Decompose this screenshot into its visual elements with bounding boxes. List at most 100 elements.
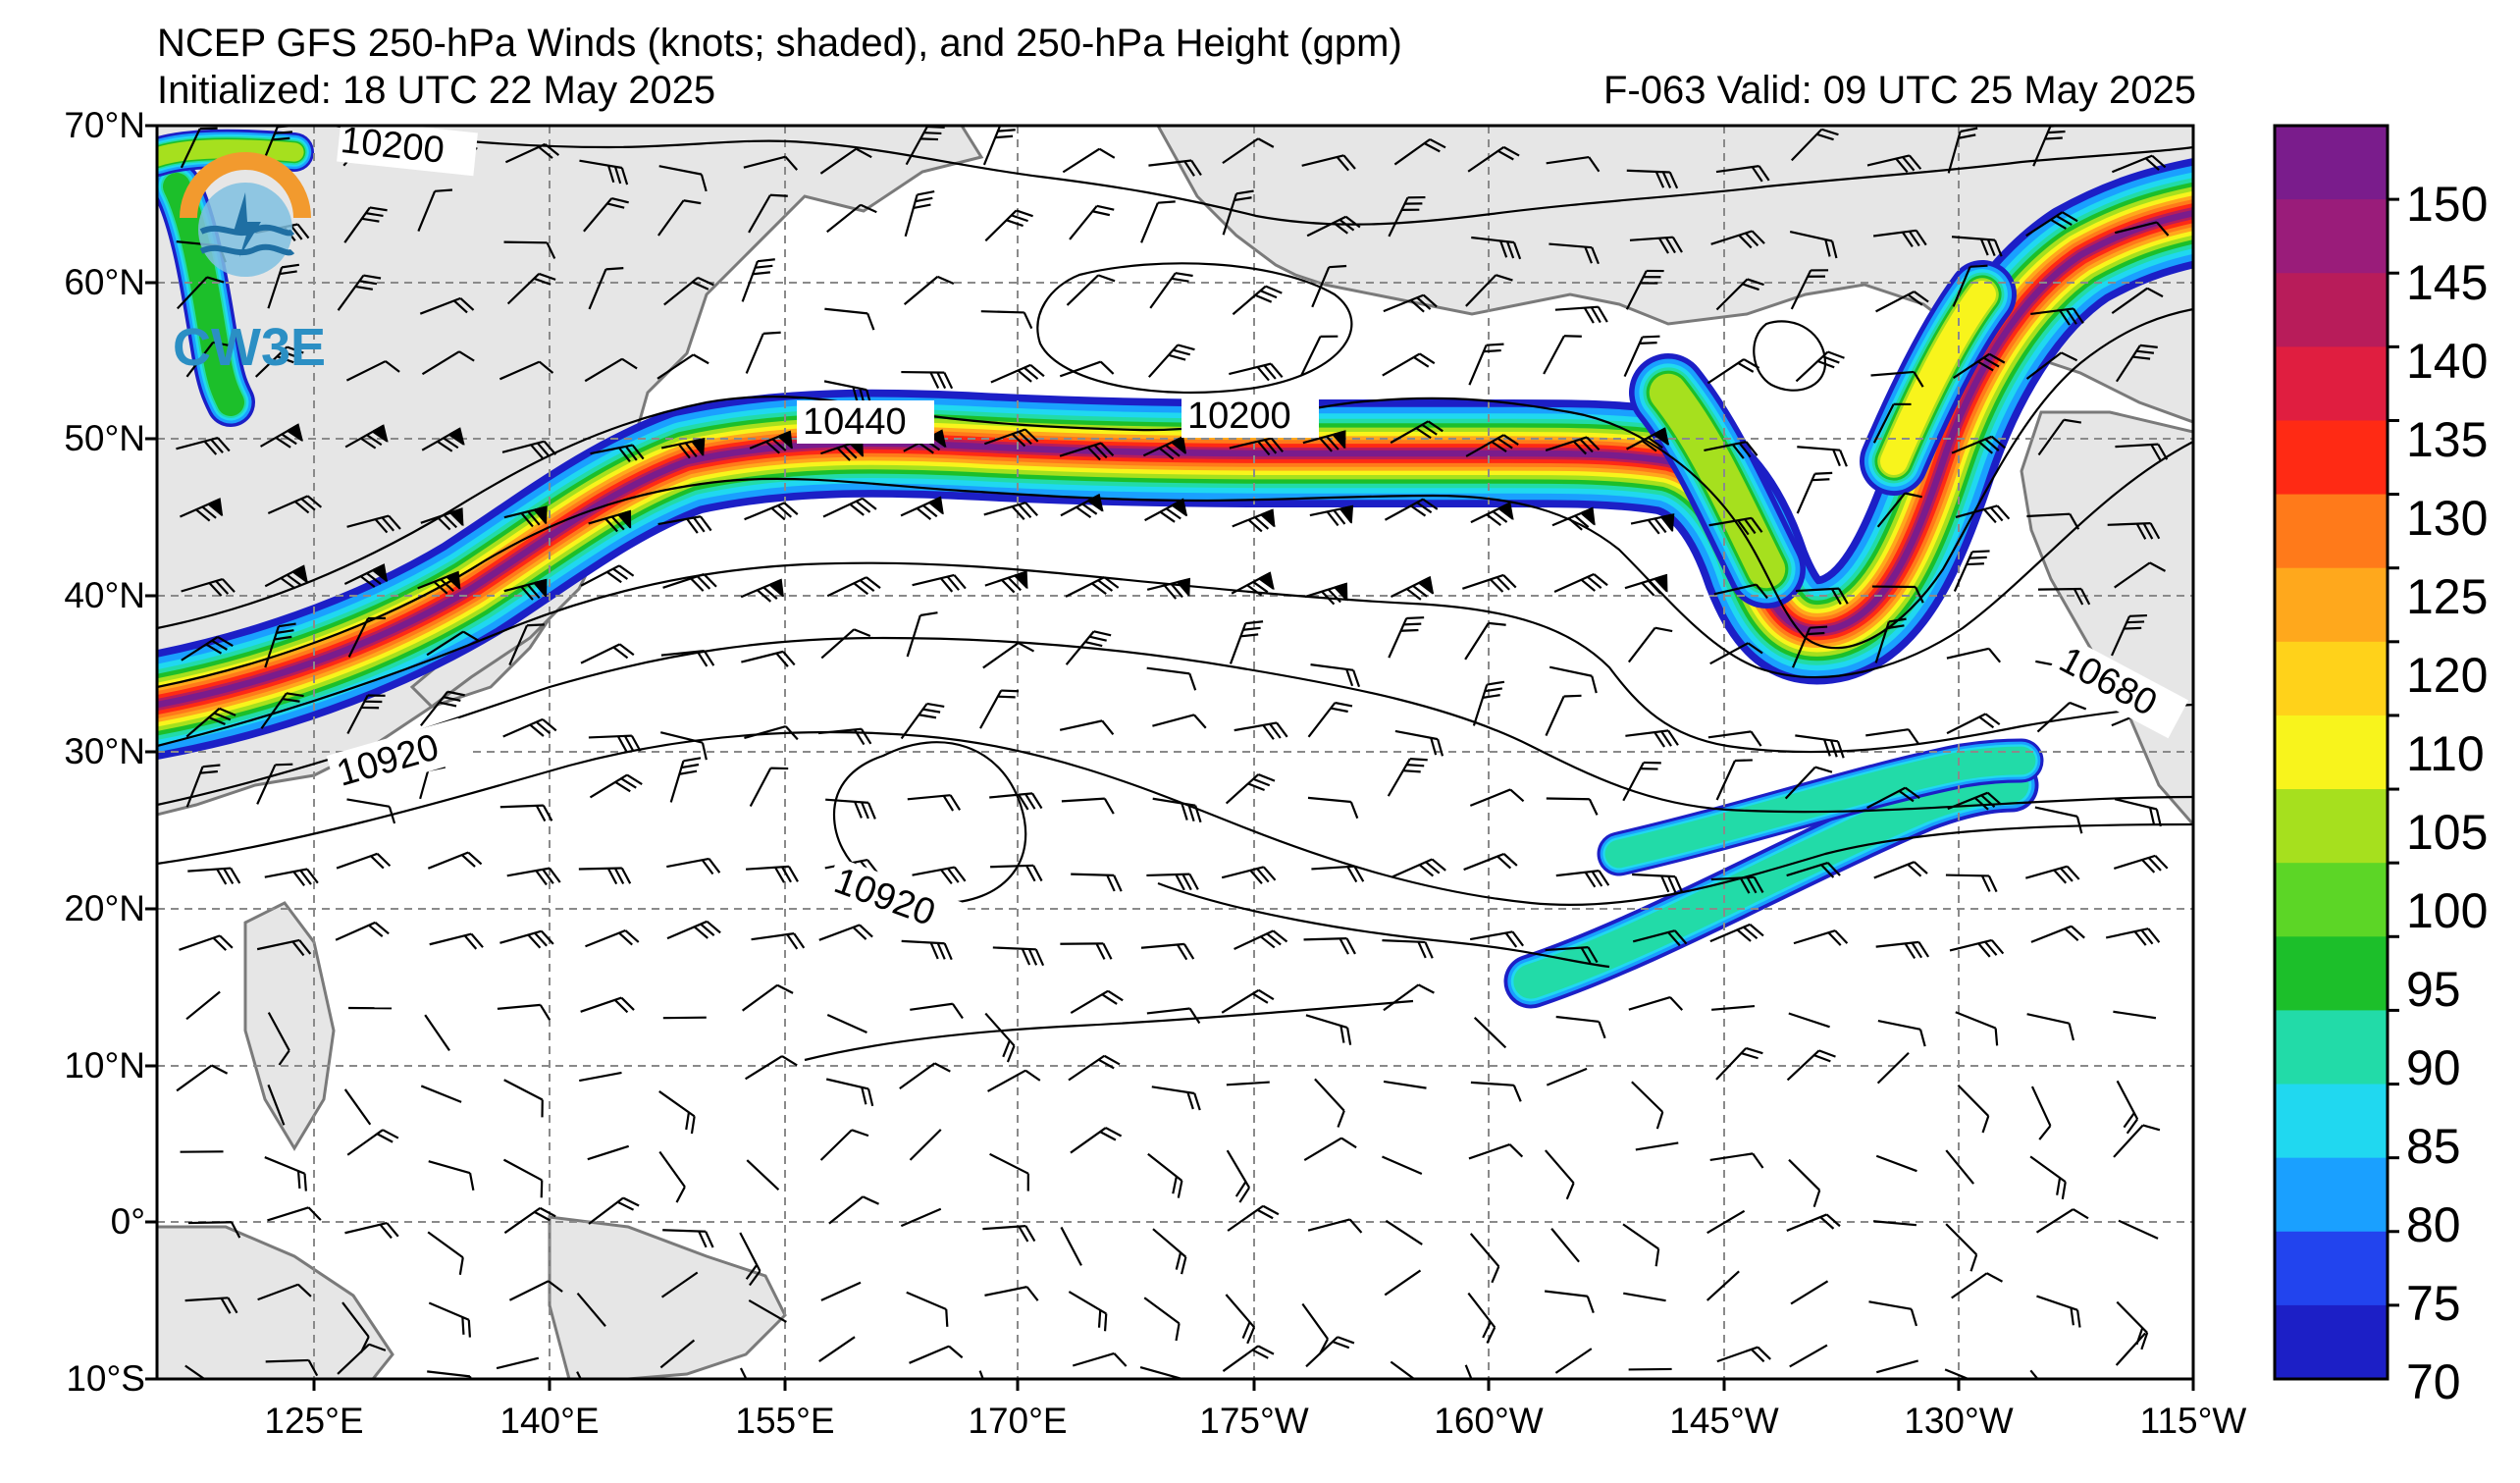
wind-barb — [1625, 269, 1664, 310]
wind-barb — [1788, 1158, 1821, 1208]
wind-barb — [1951, 1272, 2004, 1299]
wind-barb — [1874, 617, 1907, 663]
wind-barb — [256, 763, 293, 805]
wind-barb — [1952, 264, 1988, 307]
contour-line — [333, 126, 2193, 226]
wind-barb — [1706, 358, 1760, 385]
wind-barb — [1546, 1067, 1588, 1086]
colorbar-swatch — [2275, 1304, 2388, 1380]
wind-barb — [1071, 873, 1123, 892]
wind-barb — [1065, 576, 1120, 598]
wind-barb — [1149, 272, 1193, 309]
wind-barb — [1551, 506, 1596, 531]
wind-barb — [1465, 434, 1519, 457]
wind-barb — [264, 868, 319, 887]
wind-barb — [1555, 870, 1610, 888]
wind-barb — [1059, 442, 1115, 461]
colorbar-label: 150 — [2406, 177, 2488, 232]
wind-barb — [825, 1078, 874, 1107]
wind-barb — [1955, 504, 2011, 524]
wind-barb — [657, 199, 702, 237]
wind-barb — [1549, 242, 1600, 265]
wind-barb — [987, 1069, 1041, 1092]
colorbar-swatch — [2275, 420, 2388, 496]
wind-barb — [584, 357, 638, 383]
wind-barb — [820, 1281, 862, 1301]
lon-label: 155°E — [735, 1401, 834, 1441]
wind-barb — [1306, 215, 1361, 238]
wind-barb — [1310, 663, 1361, 688]
land-new-guinea — [548, 1215, 787, 1379]
wind-barb — [1786, 861, 1841, 878]
contour-label: 10200 — [1187, 396, 1291, 437]
colorbar-swatch — [2275, 1010, 2388, 1086]
wind-barb — [1623, 1292, 1666, 1302]
lat-label: 50°N — [64, 418, 145, 458]
wind-barb — [822, 497, 877, 518]
wind-barb — [502, 717, 557, 738]
wind-barb — [1711, 1004, 1756, 1011]
wind-barb — [818, 1336, 856, 1362]
wind-barb — [1070, 1127, 1123, 1154]
wind-barb — [179, 934, 234, 951]
wind-barb — [1549, 665, 1598, 694]
wind-barb — [1955, 1011, 1999, 1046]
wind-barb — [1302, 430, 1346, 452]
wind-barb — [1146, 577, 1190, 600]
wind-barb — [669, 757, 702, 803]
wind-barb — [657, 515, 712, 534]
wind-barb — [749, 767, 789, 808]
wind-barb — [990, 363, 1045, 384]
wind-barb — [504, 142, 560, 164]
wind-barb — [1872, 402, 1912, 444]
logo-text: CW3E — [173, 318, 326, 377]
wind-barb — [1947, 127, 1978, 174]
wind-barb — [989, 1152, 1029, 1192]
wind-barb — [1784, 766, 1833, 800]
latitude-labels: 70°N 60°N 50°N 40°N 30°N 20°N 10°N 0° 10… — [64, 105, 145, 1399]
lat-label: 60°N — [64, 262, 145, 302]
wind-barb — [1795, 350, 1845, 383]
wind-barb — [904, 190, 935, 238]
jet-band — [1880, 281, 1996, 475]
wind-barb — [257, 1283, 312, 1301]
cw3e-logo-icon — [180, 152, 311, 277]
wind-barb — [1949, 938, 2005, 958]
wind-barb — [1632, 929, 1688, 947]
wind-barb — [1062, 147, 1116, 174]
wind-barb — [909, 1129, 942, 1161]
wind-barb — [267, 1012, 290, 1066]
wind-barb — [1873, 861, 1928, 879]
jet-stream-shading — [157, 129, 2193, 1009]
wind-barb — [1789, 1344, 1828, 1368]
colorbar-swatch — [2275, 1084, 2388, 1159]
wind-barb — [820, 628, 871, 660]
wind-barb — [1066, 274, 1116, 306]
wind-barb — [1467, 1292, 1496, 1344]
wind-barb — [1945, 1223, 1978, 1272]
wind-barb — [818, 924, 873, 941]
wind-barb — [1945, 874, 1998, 893]
wind-barb — [658, 165, 708, 192]
wind-barb — [260, 423, 304, 449]
colorbar-swatch — [2275, 273, 2388, 347]
wind-barb — [1704, 441, 1759, 459]
wind-barb — [1391, 858, 1446, 878]
wind-barb — [267, 495, 323, 515]
wind-barb — [662, 573, 717, 592]
colorbar-swatch — [2275, 715, 2388, 790]
wind-barb — [900, 1207, 942, 1228]
wind-barb — [1715, 278, 1764, 311]
wind-barb — [1868, 1300, 1918, 1327]
wind-barb — [982, 126, 1019, 166]
wind-barb — [580, 564, 635, 587]
wind-barb — [185, 707, 236, 738]
wind-barb — [1947, 791, 2002, 811]
wind-barb — [1060, 942, 1113, 960]
lon-label: 145°W — [1669, 1401, 1779, 1441]
wind-barb — [588, 267, 624, 310]
wind-barb — [2105, 927, 2161, 946]
wind-barb — [1715, 1046, 1763, 1081]
wind-barb — [1225, 1294, 1256, 1345]
